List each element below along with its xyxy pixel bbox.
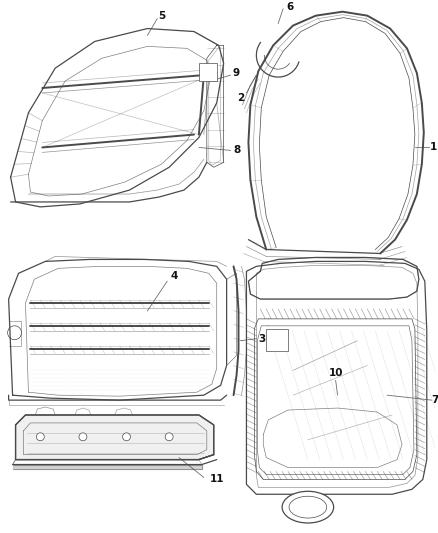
- Bar: [266, 329, 288, 351]
- Polygon shape: [16, 415, 214, 459]
- Ellipse shape: [282, 491, 334, 523]
- Text: 9: 9: [233, 68, 240, 78]
- Text: 5: 5: [159, 11, 166, 21]
- Text: 11: 11: [209, 474, 224, 484]
- Circle shape: [165, 433, 173, 441]
- Polygon shape: [13, 465, 202, 470]
- Text: 8: 8: [233, 146, 240, 156]
- Circle shape: [123, 433, 131, 441]
- Bar: [199, 63, 217, 81]
- Circle shape: [79, 433, 87, 441]
- Text: 2: 2: [237, 93, 244, 103]
- Text: 6: 6: [286, 2, 293, 12]
- Text: 7: 7: [431, 395, 438, 405]
- Text: 1: 1: [430, 142, 438, 152]
- Text: 4: 4: [170, 271, 178, 281]
- Text: 3: 3: [259, 334, 266, 344]
- Text: 10: 10: [328, 368, 343, 378]
- Circle shape: [36, 433, 44, 441]
